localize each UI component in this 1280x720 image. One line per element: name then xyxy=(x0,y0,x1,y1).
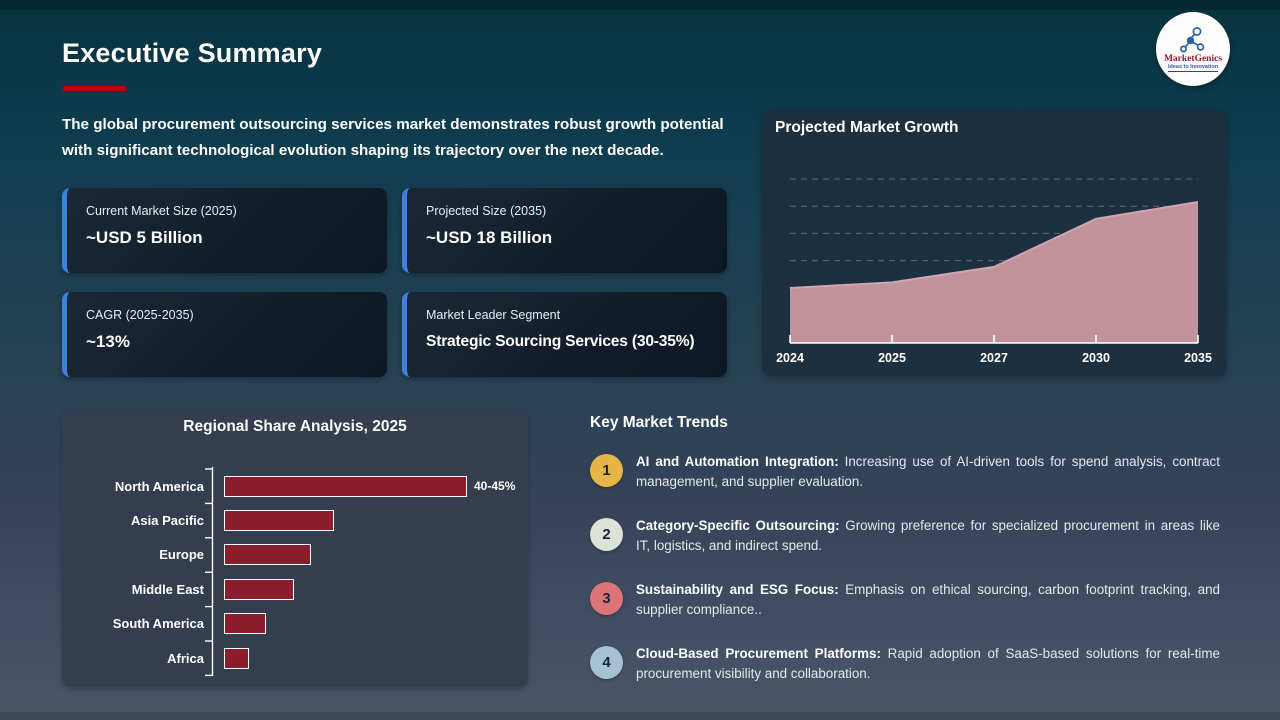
title-underline-accent xyxy=(63,86,126,91)
bar-category-label: Africa xyxy=(167,650,204,666)
bar-category-label: South America xyxy=(112,616,204,632)
molecule-network-icon xyxy=(1180,27,1205,53)
growth-axis-ticks xyxy=(789,335,1199,343)
stat-card-market-leader-segment: Market Leader Segment Strategic Sourcing… xyxy=(402,292,727,377)
bar xyxy=(224,647,249,669)
bar xyxy=(224,613,266,635)
trends-heading: Key Market Trends xyxy=(590,414,728,431)
trend-number-badge: 2 xyxy=(590,518,623,551)
stat-value: ~USD 5 Billion xyxy=(86,228,203,247)
logo-brand: MarketGenics xyxy=(1163,54,1223,64)
x-tick-label: 2035 xyxy=(1184,351,1212,365)
bar xyxy=(224,544,312,566)
bar xyxy=(224,510,334,532)
stat-label: Current Market Size (2025) xyxy=(86,204,237,218)
bar-row: South America xyxy=(62,607,528,641)
bar-category-label: Middle East xyxy=(131,581,204,597)
stat-card-projected-size: Projected Size (2035) ~USD 18 Billion xyxy=(402,188,727,273)
trend-number-badge: 4 xyxy=(590,646,623,679)
stat-label: Market Leader Segment xyxy=(426,308,561,322)
bar-category-label: Asia Pacific xyxy=(131,513,204,529)
x-tick-label: 2024 xyxy=(776,351,804,365)
trend-text: Sustainability and ESG FocusEmphasis on … xyxy=(636,580,1220,619)
bar-row: Middle East xyxy=(62,572,528,606)
bar-row: North America 40-45% xyxy=(62,469,528,503)
bar-row: Asia Pacific xyxy=(62,503,528,537)
top-edge-strip xyxy=(0,0,1280,10)
stat-value: Strategic Sourcing Services (30-35%) xyxy=(426,333,695,350)
trend-item-cloud-platforms: 4 Cloud-Based Procurement PlatformsRapid… xyxy=(590,644,1220,683)
stat-label: CAGR (2025-2035) xyxy=(86,308,194,322)
bar-category-label: North America xyxy=(114,478,204,494)
stat-value: ~USD 18 Billion xyxy=(426,228,553,247)
growth-area-fill xyxy=(790,202,1198,343)
marketgenics-logo: MarketGenics Ideas to Innovation xyxy=(1156,12,1230,86)
trend-title: Cloud-Based Procurement Platforms xyxy=(636,646,888,661)
trend-description: Growing preference for specialized procu… xyxy=(636,518,1220,553)
bar xyxy=(224,475,467,497)
bar xyxy=(224,578,294,600)
growth-area-topline xyxy=(789,201,1199,289)
bar-category-label: Europe xyxy=(159,547,204,563)
projected-market-growth-panel: Projected Market Growth 2024 2025 2027 2… xyxy=(762,110,1227,376)
trend-title: Category-Specific Outsourcing xyxy=(636,518,845,533)
trend-text: Category-Specific OutsourcingGrowing pre… xyxy=(636,516,1220,555)
x-tick-label: 2027 xyxy=(980,351,1008,365)
growth-chart-title: Projected Market Growth xyxy=(775,119,959,136)
trend-number-badge: 3 xyxy=(590,582,623,615)
trend-description: Increasing use of AI-driven tools for sp… xyxy=(636,454,1220,489)
regional-bar-chart: North America 40-45% Asia Pacific Europe… xyxy=(62,469,528,675)
bar-row: Africa xyxy=(62,641,528,675)
stat-card-cagr: CAGR (2025-2035) ~13% xyxy=(62,292,387,377)
trend-number-badge: 1 xyxy=(590,454,623,487)
page-title: Executive Summary xyxy=(62,38,323,68)
growth-area-chart xyxy=(789,178,1199,344)
trend-title: Sustainability and ESG Focus xyxy=(636,582,845,597)
trend-item-sustainability-esg: 3 Sustainability and ESG FocusEmphasis o… xyxy=(590,580,1220,619)
trend-item-category-specific: 2 Category-Specific OutsourcingGrowing p… xyxy=(590,516,1220,555)
trend-text: Cloud-Based Procurement PlatformsRapid a… xyxy=(636,644,1220,683)
stat-label: Projected Size (2035) xyxy=(426,204,547,218)
x-tick-label: 2025 xyxy=(878,351,906,365)
regional-chart-title: Regional Share Analysis, 2025 xyxy=(183,418,407,435)
intro-paragraph: The global procurement outsourcing servi… xyxy=(62,116,724,159)
logo-tagline: Ideas to Innovation xyxy=(1167,64,1219,72)
trend-item-ai-automation: 1 AI and Automation IntegrationIncreasin… xyxy=(590,452,1220,491)
bar-data-label: 40-45% xyxy=(474,479,516,494)
trend-description: Rapid adoption of SaaS-based solutions f… xyxy=(636,646,1220,681)
bar-row: Europe xyxy=(62,538,528,572)
stat-value: ~13% xyxy=(86,332,130,351)
trend-text: AI and Automation IntegrationIncreasing … xyxy=(636,452,1220,491)
trend-description: Emphasis on ethical sourcing, carbon foo… xyxy=(636,582,1220,617)
bottom-edge-strip xyxy=(0,712,1280,720)
trend-title: AI and Automation Integration xyxy=(636,454,845,469)
x-tick-label: 2030 xyxy=(1082,351,1110,365)
regional-share-panel: Regional Share Analysis, 2025 North Amer… xyxy=(62,410,528,687)
stat-card-current-market-size: Current Market Size (2025) ~USD 5 Billio… xyxy=(62,188,387,273)
